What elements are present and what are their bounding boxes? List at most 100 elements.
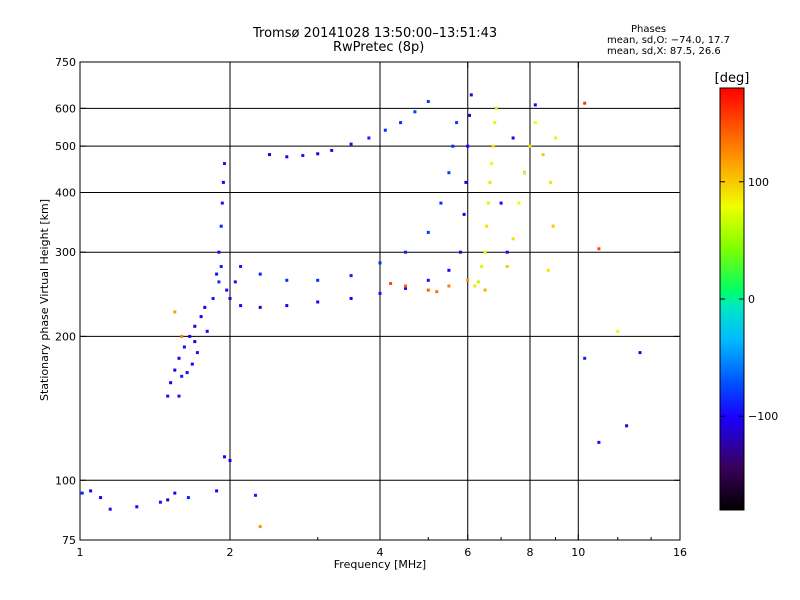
data-point-o [426, 278, 430, 282]
data-point-x [404, 284, 407, 288]
data-point-x [494, 106, 498, 110]
data-point-o [219, 265, 223, 268]
x-tick-label: 16 [673, 546, 687, 559]
data-point-o [597, 440, 601, 444]
y-tick-label: 75 [62, 534, 76, 547]
y-tick-label: 750 [55, 56, 76, 69]
data-point-x [483, 250, 487, 254]
data-point-o [439, 201, 443, 205]
data-point-o [195, 351, 199, 355]
data-point-o [464, 180, 468, 184]
data-point-o [233, 280, 237, 284]
colorbar-tick-label: 100 [748, 176, 769, 189]
data-point-o [468, 113, 471, 117]
data-point-o [638, 351, 642, 355]
colorbar-tick-label: 0 [748, 293, 755, 306]
data-point-x [491, 144, 495, 148]
data-point-x [546, 268, 550, 272]
data-point-o [228, 459, 232, 462]
x-tick-label: 6 [464, 546, 471, 559]
data-point-o [80, 491, 84, 495]
chart-subtitle: RwPretec (8p) [333, 40, 425, 55]
phase-stats-x: mean, sd,X: 87.5, 26.6 [607, 46, 721, 57]
data-point-o [166, 498, 170, 502]
data-point-x [426, 288, 430, 292]
data-point-o [499, 201, 503, 205]
data-point-x [389, 282, 393, 285]
colorbar-tick-label: −100 [748, 410, 778, 423]
data-point-o [316, 278, 320, 282]
data-point-o [166, 394, 170, 398]
data-point-x [533, 121, 537, 125]
data-point-o [285, 155, 289, 159]
data-point-o [451, 144, 455, 148]
data-point-o [193, 340, 197, 344]
data-point-x [505, 265, 509, 268]
data-point-o [268, 153, 271, 157]
data-point-x [488, 180, 492, 184]
data-point-o [258, 272, 262, 276]
data-point-o [505, 250, 509, 254]
data-point-o [533, 103, 537, 107]
data-point-x [517, 201, 521, 205]
data-point-o [239, 304, 243, 308]
data-point-o [217, 280, 221, 284]
data-points [80, 93, 642, 529]
data-point-x [597, 247, 601, 251]
data-point-o [190, 362, 194, 366]
data-point-o [239, 265, 243, 268]
data-point-x [473, 284, 477, 288]
data-point-o [462, 212, 466, 216]
data-point-o [211, 297, 215, 300]
phase-stats-o: mean, sd,O: −74.0, 17.7 [607, 35, 730, 46]
data-point-o [625, 424, 629, 428]
data-point-o [221, 180, 225, 184]
y-tick-label: 600 [55, 102, 76, 115]
grid-lines [80, 62, 680, 540]
phase-stats-heading: Phases [631, 24, 667, 35]
data-point-o [185, 371, 189, 375]
data-point-o [285, 278, 289, 282]
data-point-x [541, 153, 545, 157]
data-point-o [217, 250, 221, 254]
data-point-x [554, 136, 557, 140]
data-point-o [193, 324, 197, 328]
data-point-x [485, 224, 489, 228]
data-point-o [426, 100, 430, 103]
data-point-o [426, 230, 430, 234]
y-tick-label: 500 [55, 140, 76, 153]
data-point-o [199, 315, 203, 319]
data-point-o [173, 368, 177, 372]
data-point-o [225, 288, 229, 292]
data-point-o [455, 121, 459, 125]
data-point-x [435, 290, 439, 294]
y-tick-label: 100 [55, 474, 76, 487]
y-axis-label: Stationary phase Virtual Height [km] [38, 199, 51, 401]
data-point-o [349, 297, 353, 300]
data-point-x [258, 525, 262, 529]
data-point-x [549, 180, 553, 184]
colorbar-label: [deg] [715, 71, 750, 86]
data-point-o [447, 171, 451, 175]
data-point-x [466, 278, 470, 282]
data-point-x [528, 144, 532, 148]
data-point-o [458, 250, 462, 254]
data-point-x [486, 201, 490, 205]
colorbar-ticks: 100 0 −100 [720, 176, 778, 423]
data-point-o [378, 261, 382, 265]
x-axis-label: Frequency [MHz] [334, 558, 426, 571]
data-point-o [383, 128, 387, 132]
data-point-o [583, 356, 587, 360]
data-point-x [490, 162, 494, 165]
data-point-o [223, 162, 226, 165]
data-point-o [220, 201, 224, 205]
data-point-o [173, 491, 177, 495]
data-point-o [413, 110, 417, 114]
data-point-o [254, 493, 257, 497]
data-point-x [616, 329, 620, 333]
data-point-o [99, 496, 103, 500]
data-point-x [511, 237, 515, 241]
data-point-o [215, 272, 219, 276]
data-point-o [258, 305, 262, 309]
data-point-o [349, 142, 353, 146]
